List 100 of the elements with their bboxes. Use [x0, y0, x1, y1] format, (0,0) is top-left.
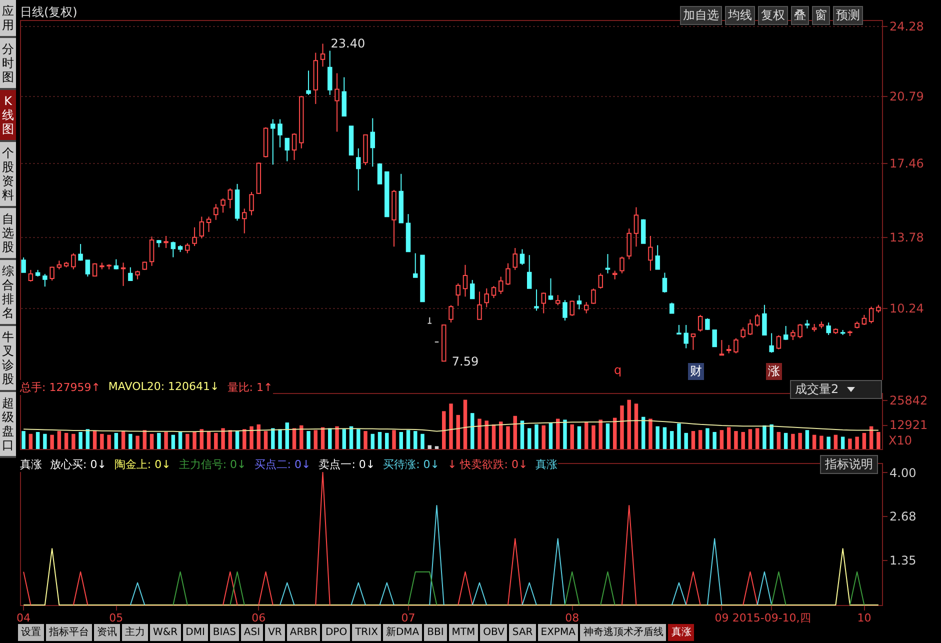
- tab: ARBR: [286, 624, 320, 641]
- tab: 均线: [725, 6, 755, 25]
- candlestick: [270, 118, 276, 166]
- candlestick: [570, 300, 574, 316]
- bar: [378, 432, 382, 449]
- annotation: 主力信号: 0↓: [178, 457, 246, 472]
- candlestick: [370, 118, 376, 168]
- tab: 设置: [18, 624, 44, 641]
- bar: [278, 429, 282, 449]
- candlestick: [78, 243, 83, 262]
- bar: [150, 434, 154, 449]
- bar: [399, 432, 403, 449]
- bar: [235, 431, 240, 449]
- candlestick: [712, 329, 717, 348]
- x-tick-label: 05: [109, 612, 124, 624]
- candlestick: [669, 302, 674, 314]
- candlestick: [377, 162, 382, 184]
- candlestick: [798, 323, 802, 339]
- candlestick: [120, 262, 126, 286]
- candlestick: [826, 322, 831, 336]
- bar: [592, 425, 596, 449]
- candlestick: [128, 266, 133, 282]
- candlestick: [170, 241, 176, 258]
- candlestick: [206, 216, 212, 232]
- bar: [314, 430, 318, 449]
- bar: [484, 420, 488, 449]
- line-series: [23, 420, 879, 432]
- tab: 个股资料: [0, 142, 16, 208]
- bar: [734, 431, 738, 449]
- candlestick: [242, 208, 247, 234]
- annotation: 23.40: [330, 36, 366, 51]
- candlestick: [676, 324, 682, 334]
- candlestick: [520, 248, 525, 266]
- bar: [92, 431, 97, 449]
- bar: [606, 423, 610, 449]
- candlestick: [228, 188, 233, 209]
- candlestick: [648, 235, 653, 272]
- tab: SAR: [509, 624, 536, 641]
- bar: [662, 427, 667, 449]
- candlestick: [278, 118, 282, 148]
- tab: BIAS: [210, 624, 239, 641]
- candlestick: [754, 313, 760, 328]
- candlestick: [484, 288, 489, 308]
- bar: [164, 432, 168, 449]
- candlestick: [591, 288, 596, 304]
- candlestick: [512, 248, 518, 270]
- bar: [242, 429, 246, 449]
- bar: [784, 432, 788, 449]
- bar: [656, 426, 660, 449]
- bar: [28, 434, 33, 449]
- tab: 分时图: [0, 38, 16, 90]
- candlestick: [534, 288, 539, 312]
- bar: [834, 434, 838, 449]
- tab: 综合排名: [0, 260, 16, 326]
- bar: [556, 418, 560, 449]
- candlestick: [748, 318, 753, 336]
- candlestick: [762, 304, 767, 336]
- bar: [641, 416, 646, 449]
- y-tick-label: 1.35: [890, 554, 916, 568]
- bar: [107, 434, 111, 449]
- candlestick: [562, 300, 568, 322]
- tab: K线图: [0, 90, 16, 142]
- bar: [805, 430, 810, 449]
- candlestick: [220, 198, 226, 214]
- candlestick: [541, 292, 546, 314]
- bar: [534, 424, 538, 449]
- bar: [250, 426, 254, 449]
- tab: OBV: [480, 624, 508, 641]
- candlestick: [576, 294, 582, 310]
- bar: [513, 416, 517, 449]
- bar: [755, 428, 760, 449]
- bar: [392, 430, 396, 449]
- candlestick: [734, 338, 738, 354]
- bar: [584, 422, 588, 449]
- tab: 自选股: [0, 208, 16, 260]
- y-tick-label: 20.79: [890, 90, 924, 104]
- bar: [100, 434, 104, 449]
- bar: [848, 438, 852, 449]
- bar: [855, 436, 859, 449]
- bar: [342, 429, 346, 449]
- annotation: 7.59: [452, 354, 479, 368]
- bar: [320, 427, 325, 449]
- bar: [677, 423, 681, 449]
- button: 指标说明: [820, 455, 878, 474]
- bar: [627, 400, 631, 449]
- bar: [620, 405, 624, 449]
- candlestick: [548, 278, 554, 301]
- tab: 预测: [833, 6, 863, 25]
- candlestick: [555, 294, 560, 306]
- bar: [706, 428, 710, 449]
- tab: BBI: [424, 624, 447, 641]
- candlestick: [42, 273, 48, 288]
- annotation: ↓ 快卖欲跌: 0↓: [448, 457, 528, 472]
- annotation: 涨: [766, 363, 782, 380]
- candlestick: [605, 254, 610, 274]
- candlestick: [477, 291, 482, 320]
- annotation: q: [613, 363, 623, 377]
- bar: [22, 431, 26, 449]
- bar: [36, 432, 40, 449]
- y-tick-label: 12921: [890, 418, 928, 432]
